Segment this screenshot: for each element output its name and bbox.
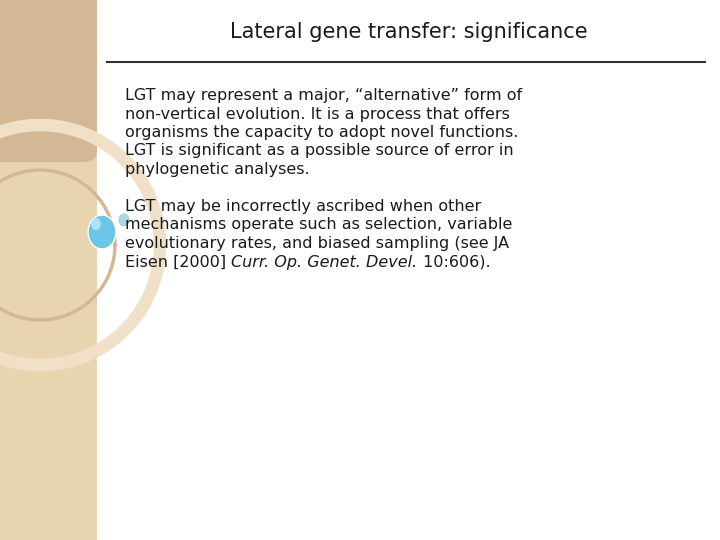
Text: Lateral gene transfer: significance: Lateral gene transfer: significance <box>230 22 588 42</box>
Text: evolutionary rates, and biased sampling (see JA: evolutionary rates, and biased sampling … <box>125 236 509 251</box>
Bar <box>0 0 97 540</box>
Text: non-vertical evolution. It is a process that offers: non-vertical evolution. It is a process … <box>125 106 510 122</box>
Text: LGT may be incorrectly ascribed when other: LGT may be incorrectly ascribed when oth… <box>125 199 481 214</box>
FancyBboxPatch shape <box>0 0 97 162</box>
Text: LGT is significant as a possible source of error in: LGT is significant as a possible source … <box>125 144 513 159</box>
Text: Eisen [2000]: Eisen [2000] <box>125 254 231 269</box>
Ellipse shape <box>91 218 101 230</box>
Text: mechanisms operate such as selection, variable: mechanisms operate such as selection, va… <box>125 218 513 233</box>
Text: LGT may represent a major, “alternative” form of: LGT may represent a major, “alternative”… <box>125 88 522 103</box>
Ellipse shape <box>88 215 116 249</box>
Ellipse shape <box>119 214 129 226</box>
Text: 10:606).: 10:606). <box>418 254 490 269</box>
Text: Curr. Op. Genet. Devel.: Curr. Op. Genet. Devel. <box>231 254 418 269</box>
Text: organisms the capacity to adopt novel functions.: organisms the capacity to adopt novel fu… <box>125 125 518 140</box>
Text: phylogenetic analyses.: phylogenetic analyses. <box>125 162 310 177</box>
